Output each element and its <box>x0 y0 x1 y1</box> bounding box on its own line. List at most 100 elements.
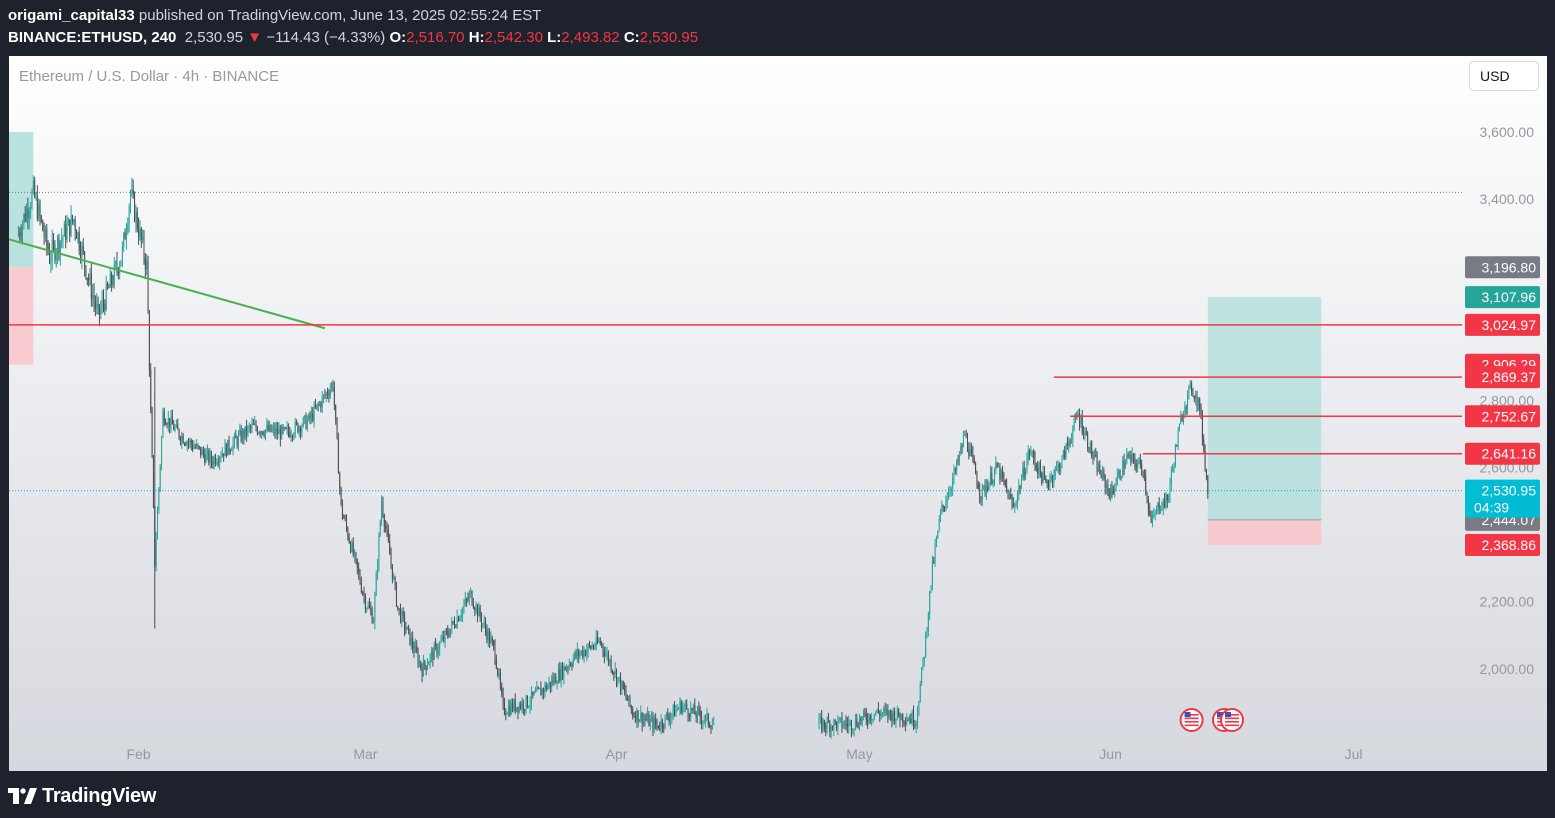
candle-body <box>913 712 914 726</box>
currency-button[interactable]: USD <box>1469 61 1539 91</box>
candle-body <box>42 220 44 231</box>
candle-body <box>995 462 997 471</box>
candle-body <box>880 713 882 717</box>
candle-body <box>958 453 960 462</box>
candle-body <box>1052 475 1054 482</box>
candle-body <box>328 394 330 396</box>
candle-body <box>198 446 200 448</box>
candle-body <box>34 180 36 197</box>
candle-body <box>888 710 890 717</box>
candle-body <box>833 719 835 730</box>
candle-body <box>77 232 79 239</box>
candle-body <box>576 649 578 657</box>
candle-body <box>1092 456 1094 458</box>
old-position-target-zone <box>9 132 34 268</box>
candle-body <box>263 434 265 436</box>
candle-body <box>175 423 177 427</box>
chart-pane[interactable]: 3,600.00 3,400.00 2,800.00 2,600.00 2,200.00… <box>9 56 1547 771</box>
candle-body <box>674 705 676 717</box>
candle-body <box>661 720 663 727</box>
candle-body <box>609 660 611 663</box>
candle-body <box>233 435 235 442</box>
candle-body <box>314 405 316 408</box>
candle-body <box>188 441 190 443</box>
candle-body <box>248 426 250 428</box>
candle-body <box>247 426 249 435</box>
candle-body <box>108 287 110 289</box>
candle-body <box>1201 414 1203 440</box>
candle-body <box>552 679 554 683</box>
candle-body <box>421 667 423 677</box>
candle-body <box>404 615 406 629</box>
candle-body <box>123 233 125 247</box>
candle-body <box>1002 470 1004 478</box>
footer-brand: TradingView <box>8 784 156 808</box>
author-name[interactable]: origami_capital33 <box>8 7 135 24</box>
candle-body <box>401 611 403 622</box>
us-flag-stripe <box>1225 717 1239 720</box>
candle-body <box>347 527 349 538</box>
candle-body <box>362 592 364 594</box>
candle-body <box>541 688 543 696</box>
candle-body <box>1111 487 1113 492</box>
candle-body <box>884 708 886 710</box>
candle-body <box>425 665 427 670</box>
candle-body <box>972 452 974 460</box>
candle-body <box>130 192 131 207</box>
candle-body <box>522 701 524 710</box>
candle-body <box>368 604 370 608</box>
candle-body <box>482 623 484 625</box>
candle-body <box>260 431 262 434</box>
candle-body <box>879 712 881 717</box>
candle-body <box>915 722 917 726</box>
candle-body <box>27 209 29 218</box>
candle-body <box>229 450 231 452</box>
candle-body <box>1133 454 1135 458</box>
candle-body <box>184 443 185 445</box>
candle-body <box>829 722 831 732</box>
candle-body <box>675 709 677 717</box>
candle-body <box>391 564 393 580</box>
candle-body <box>1004 479 1006 486</box>
candle-body <box>957 460 959 462</box>
candle-body <box>551 679 553 687</box>
candle-body <box>308 414 310 421</box>
candle-body <box>402 611 404 616</box>
candle-body <box>1162 499 1164 509</box>
candle-body <box>860 718 862 722</box>
candle-body <box>350 542 352 552</box>
candle-body <box>659 728 661 730</box>
candle-body <box>1079 413 1081 424</box>
candle-body <box>1034 457 1036 466</box>
candle-body <box>163 411 165 424</box>
candle-body <box>1115 484 1117 489</box>
candle-body <box>837 719 839 729</box>
candle-body <box>702 721 704 723</box>
y-axis-tick-label: 2,000.00 <box>1480 661 1535 677</box>
candle-body <box>1119 470 1121 479</box>
candle-body <box>679 701 681 709</box>
candle-body <box>371 610 373 623</box>
candle-body <box>389 541 391 555</box>
candle-body <box>841 717 843 728</box>
candle-body <box>121 246 123 261</box>
candle-body <box>1057 464 1059 466</box>
candle-body <box>992 480 994 484</box>
candle-body <box>1139 459 1141 464</box>
candle-body <box>610 660 612 671</box>
long-position-stop-zone <box>1207 519 1322 546</box>
candle-body <box>81 245 83 259</box>
candle-body <box>1102 470 1103 478</box>
us-flag-stripe <box>1225 721 1239 723</box>
candle-body <box>323 395 325 397</box>
candle-body <box>494 645 496 660</box>
candle-body <box>625 691 627 698</box>
candle-body <box>1018 486 1020 495</box>
candle-body <box>1069 441 1071 443</box>
candle-body <box>332 383 334 389</box>
candle-body <box>682 706 684 713</box>
candle-body <box>605 653 607 657</box>
price-chart[interactable]: 3,600.003,400.002,800.002,600.002,200.00… <box>9 56 1547 771</box>
candle-body <box>637 710 639 722</box>
candle-body <box>991 472 993 484</box>
